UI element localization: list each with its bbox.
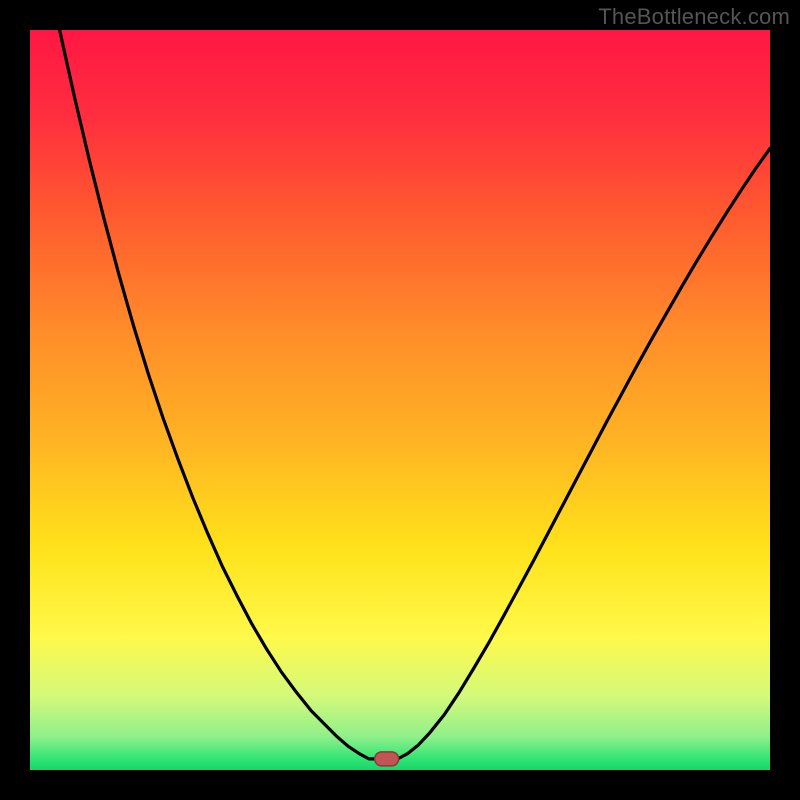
- bottleneck-curve: [60, 30, 770, 759]
- chart-frame: TheBottleneck.com: [0, 0, 800, 800]
- bottleneck-curve-svg: [30, 30, 770, 770]
- plot-area: [30, 30, 770, 770]
- watermark-text: TheBottleneck.com: [598, 4, 790, 30]
- optimum-marker: [375, 752, 399, 766]
